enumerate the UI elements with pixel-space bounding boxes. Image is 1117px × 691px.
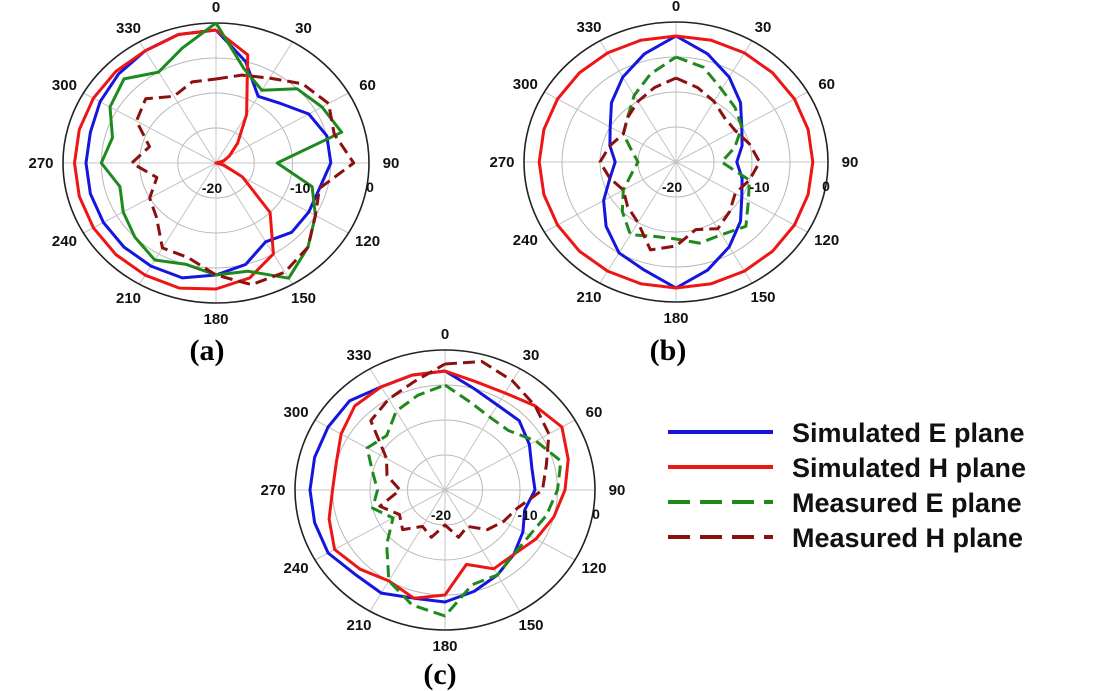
angle-tick-label: 90 [383,155,400,172]
angle-tick-label: 270 [489,154,514,171]
radial-tick-label: -10 [290,180,310,196]
grid-spoke [444,368,521,491]
angle-tick-label: 180 [663,310,688,327]
polar-frame [523,21,829,303]
angle-tick-label: 60 [818,76,835,93]
angle-tick-label: 0 [672,0,680,15]
angle-tick-label: 120 [814,232,839,249]
grid-spoke [314,489,446,561]
angle-tick-label: 150 [291,290,316,307]
angle-tick-label: 120 [355,233,380,250]
grid-spoke [139,162,217,285]
series-measured-e-plane [620,55,751,245]
legend-label: Measured H plane [792,523,1023,553]
series-measured-h-plane [369,360,551,539]
radial-tick-label: 0 [366,179,374,195]
angle-tick-label: 270 [260,482,285,499]
series-measured-e-plane [365,383,563,618]
grid-spoke [139,41,217,164]
grid-spoke [369,489,446,612]
angle-tick-label: 180 [203,311,228,328]
angle-tick-label: 0 [212,0,220,16]
angle-tick-label: 240 [52,233,77,250]
angle-tick-label: 210 [346,617,371,634]
grid-spoke [444,489,576,561]
angle-tick-label: 330 [116,20,141,37]
angle-tick-label: 300 [513,76,538,93]
grid-spoke [444,419,576,491]
angle-tick-label: 210 [576,289,601,306]
angle-tick-label: 300 [52,77,77,94]
radial-tick-label: 0 [822,178,830,194]
grid-spoke [215,92,349,164]
polar-frame [294,349,596,631]
angle-tick-label: 240 [513,232,538,249]
grid-spoke [599,161,677,284]
angle-tick-label: 60 [586,404,603,421]
panel-label: (a) [190,334,225,367]
angle-tick-label: 210 [116,290,141,307]
angle-tick-label: 60 [359,77,376,94]
angle-tick-label: 270 [28,155,53,172]
grid-spoke [675,161,753,284]
legend-label: Measured E plane [792,488,1022,518]
angle-tick-label: 240 [284,560,309,577]
angle-tick-label: 90 [609,482,626,499]
radial-tick-label: 0 [592,506,600,522]
panel-label: (c) [423,658,456,691]
legend-label: Simulated E plane [792,418,1025,448]
angle-tick-label: 120 [581,560,606,577]
angle-tick-label: 300 [284,404,309,421]
polar-chart-a: 0 30 60 90 120 150 180 210 240 270 300 330 -20 -10 0 (a… [28,0,399,367]
legend: Simulated E plane Simulated H plane Measur… [668,418,1026,553]
grid-spoke [314,419,446,491]
angle-tick-label: 90 [842,154,859,171]
radial-tick-label: -20 [431,507,451,523]
grid-spoke [83,92,217,164]
angle-tick-label: 150 [750,289,775,306]
series-measured-e-plane [99,21,344,280]
radial-tick-label: -10 [749,179,769,195]
grid-spoke [369,368,446,491]
grid-spoke [215,162,293,285]
polar-chart-c: 0 30 60 90 120 150 180 210 240 270 300 330 -20 -10 0 (c… [260,326,625,691]
angle-tick-label: 30 [523,347,540,364]
grid-spoke [215,41,293,164]
grid-spoke [444,489,521,612]
radial-tick-label: -20 [662,179,682,195]
angle-tick-label: 30 [755,19,772,36]
legend-label: Simulated H plane [792,453,1026,483]
angle-tick-label: 180 [432,638,457,655]
radial-tick-label: -10 [517,507,537,523]
grid-spoke [544,161,677,233]
angle-tick-label: 30 [295,20,312,37]
series-measured-h-plane [598,76,762,252]
radial-tick-label: -20 [202,180,222,196]
series-simulated-h-plane [537,34,815,290]
angle-tick-label: 330 [576,19,601,36]
polar-chart-b: 0 30 60 90 120 150 180 210 240 270 300 330 -20 -10 0 (b… [489,0,858,367]
series-simulated-e-plane [308,369,537,604]
series-simulated-h-plane [327,369,570,600]
angle-tick-label: 0 [441,326,449,343]
angle-tick-label: 150 [518,617,543,634]
series-simulated-h-plane [73,28,275,291]
angle-tick-label: 330 [346,347,371,364]
panel-label: (b) [650,334,687,367]
